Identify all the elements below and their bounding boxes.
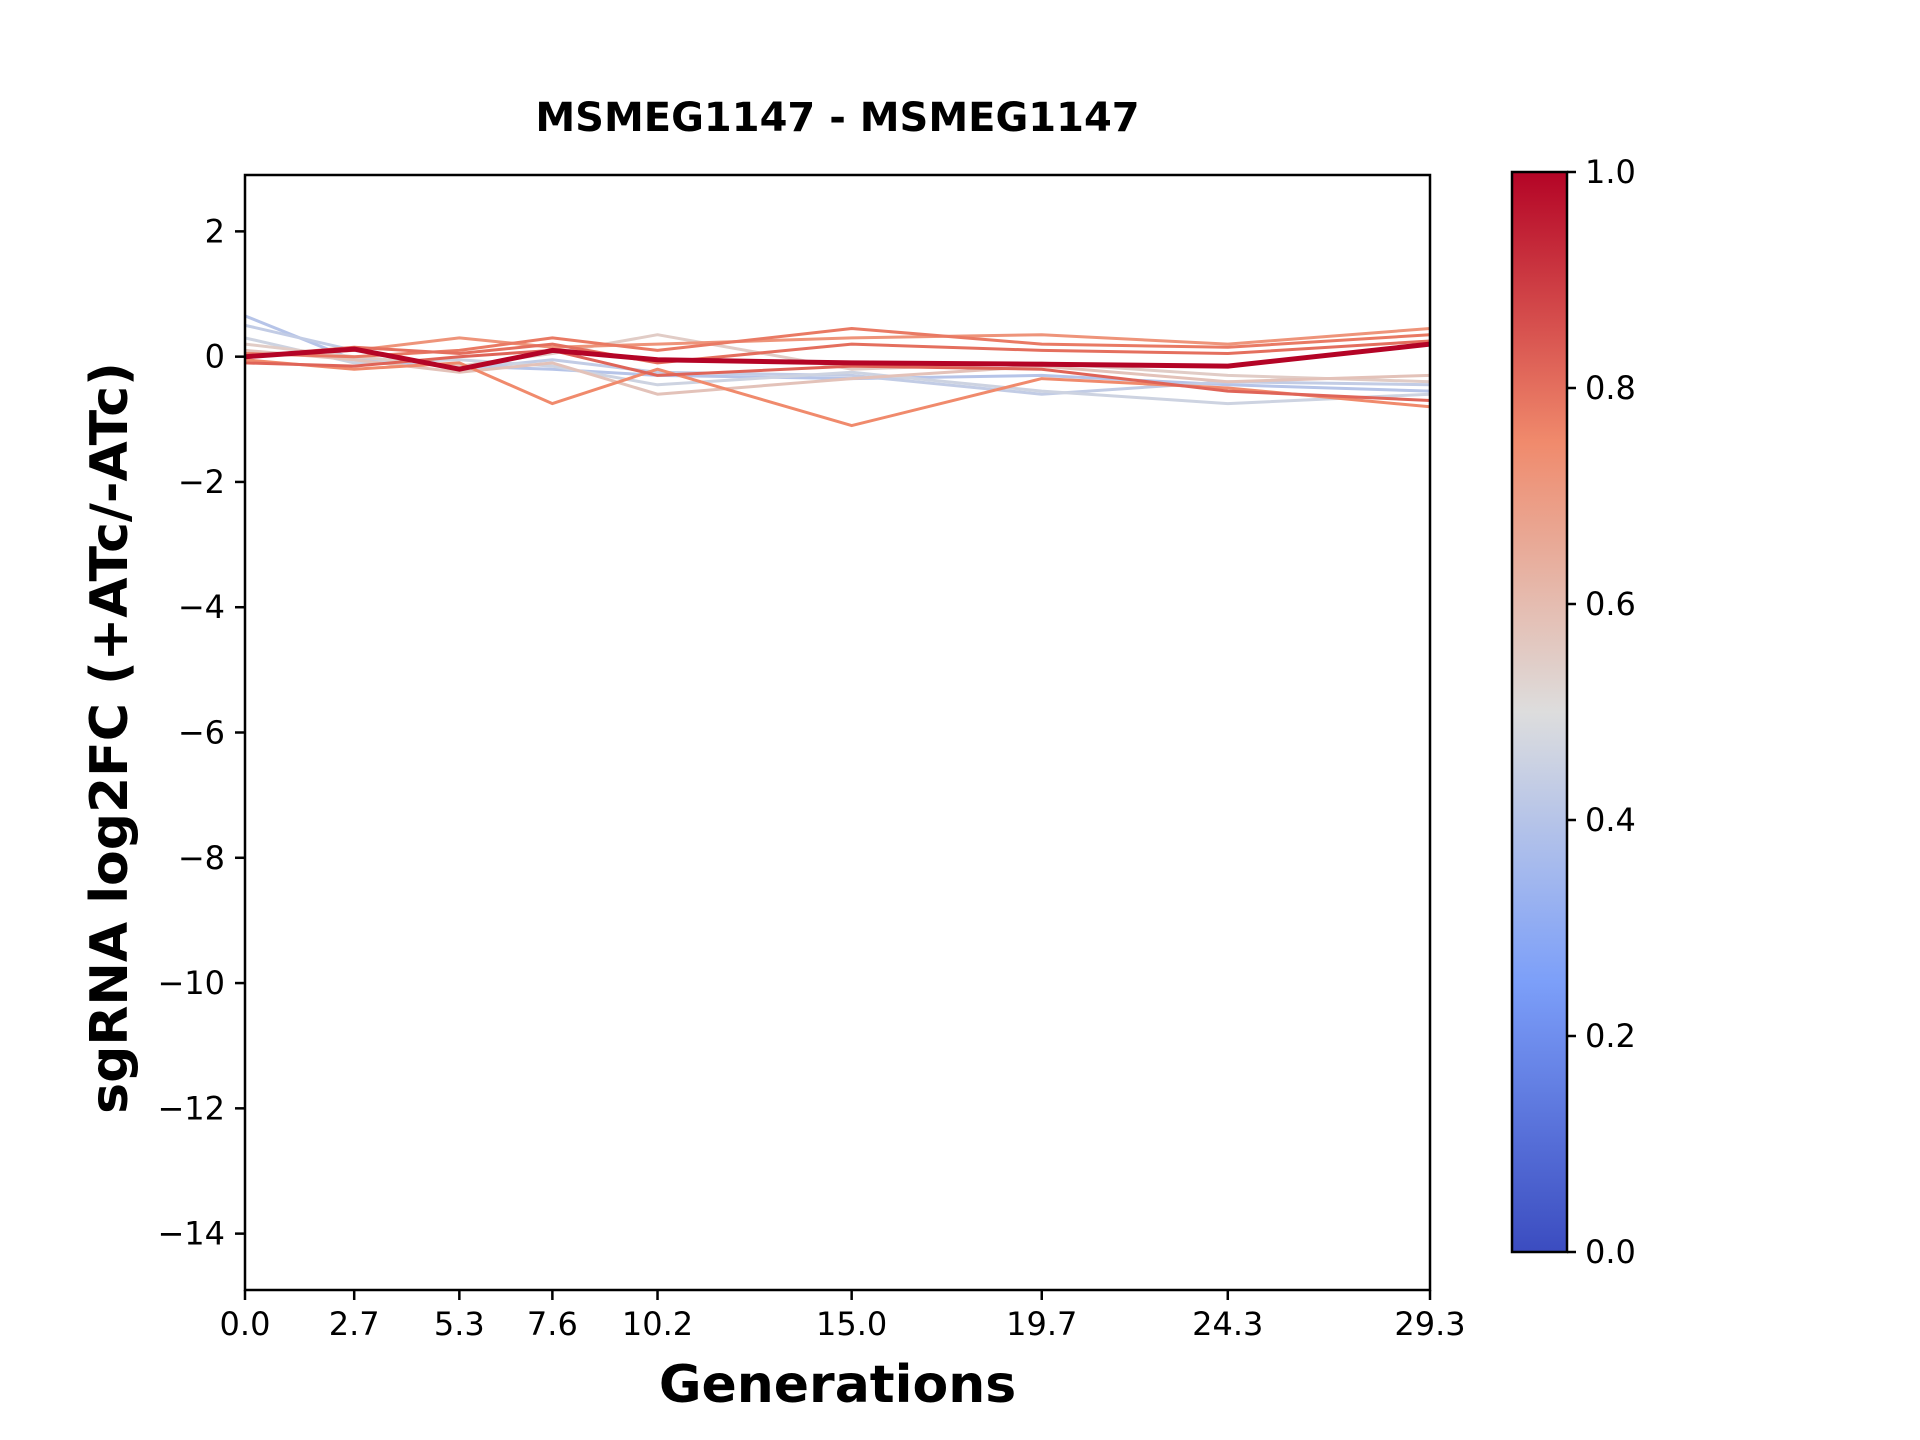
colorbar (1512, 172, 1567, 1252)
x-tick-label: 15.0 (816, 1305, 887, 1343)
x-tick-label: 7.6 (527, 1305, 578, 1343)
y-tick-label: −10 (157, 964, 225, 1002)
x-tick-label: 2.7 (329, 1305, 380, 1343)
colorbar-tick-label: 0.6 (1585, 585, 1636, 623)
y-tick-label: −2 (178, 463, 225, 501)
series-group (245, 314, 1430, 428)
colorbar-tick-label: 1.0 (1585, 153, 1636, 191)
x-tick-label: 19.7 (1006, 1305, 1077, 1343)
x-tick-label: 29.3 (1394, 1305, 1465, 1343)
x-tick-label: 0.0 (220, 1305, 271, 1343)
x-tick-label: 24.3 (1192, 1305, 1263, 1343)
y-tick-label: −8 (178, 839, 225, 877)
y-tick-label: −6 (178, 714, 225, 752)
series-line-sgRNA_9 (245, 339, 1430, 365)
series-line-sgRNA_4 (245, 333, 1430, 384)
y-tick-label: 2 (205, 212, 225, 250)
y-axis-label: sgRNA log2FC (+ATc/-ATc) (80, 362, 140, 1114)
colorbar-border (1510, 170, 1569, 1254)
y-tick-label: 0 (205, 338, 225, 376)
x-axis-label: Generations (658, 1355, 1017, 1415)
y-tick-label: −4 (178, 588, 225, 626)
series-line-sgRNA_11 (245, 341, 1430, 372)
colorbar-tick-label: 0.2 (1585, 1017, 1636, 1055)
colorbar-tick-label: 0.4 (1585, 801, 1636, 839)
series-line-sgRNA_6 (245, 327, 1430, 359)
series-line-sgRNA_10 (245, 348, 1430, 402)
y-tick-label: −12 (157, 1089, 225, 1127)
x-tick-label: 5.3 (434, 1305, 485, 1343)
y-tick-label: −14 (157, 1215, 225, 1253)
chart-title: MSMEG1147 - MSMEG1147 (535, 95, 1140, 141)
x-tick-label: 10.2 (622, 1305, 693, 1343)
colorbar-tick-label: 0.0 (1585, 1233, 1636, 1271)
colorbar-tick-label: 0.8 (1585, 369, 1636, 407)
